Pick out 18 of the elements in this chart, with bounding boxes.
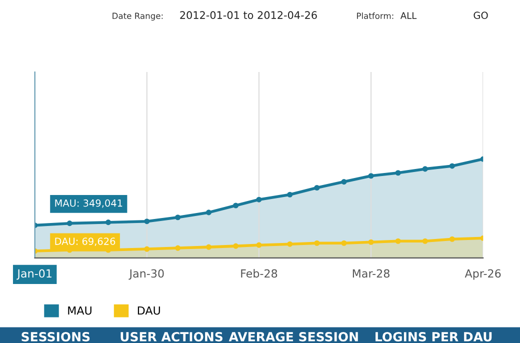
text: ALL — [400, 12, 417, 19]
text: Date Range: — [112, 12, 163, 21]
annotation: MAU: 349,041 — [55, 199, 122, 208]
text: AVERAGE SESSION — [228, 332, 358, 342]
legend-label: DAU — [138, 306, 160, 315]
annotation: DAU: 69,626 — [55, 238, 116, 246]
text: Platform: — [357, 12, 394, 19]
x-tick-label: Feb-28 — [241, 269, 278, 278]
text: SESSIONS — [22, 332, 90, 342]
x-tick-label: Jan-30 — [128, 269, 164, 280]
text: GO — [474, 12, 488, 20]
x-tick-label: Apr-26 — [464, 269, 501, 280]
text: 2012-01-01 to 2012-04-26 — [180, 11, 317, 20]
x-tick-label: Mar-28 — [352, 269, 390, 278]
text: USER ACTIONS — [120, 332, 222, 342]
legend-label: MAU — [68, 306, 92, 315]
x-tick-label: Jan-01 — [16, 269, 52, 280]
text: LOGINS PER DAU — [376, 332, 492, 342]
